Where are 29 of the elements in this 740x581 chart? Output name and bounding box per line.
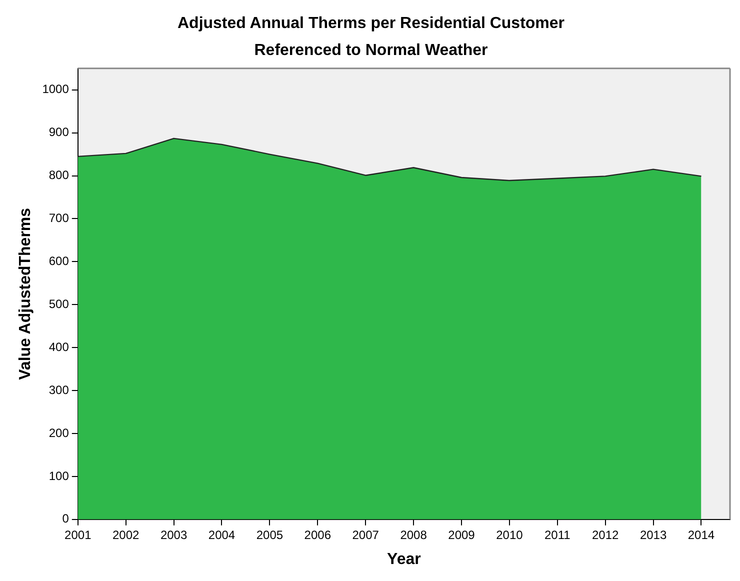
x-tick-label: 2001 xyxy=(64,528,92,542)
x-tick-label: 2003 xyxy=(160,528,188,542)
x-tick-label: 2006 xyxy=(304,528,332,542)
x-tick-label: 2012 xyxy=(592,528,620,542)
x-tick-label: 2008 xyxy=(400,528,428,542)
y-tick-label: 1000 xyxy=(42,82,70,96)
x-tick-label: 2004 xyxy=(208,528,236,542)
chart-subtitle: Referenced to Normal Weather xyxy=(254,42,488,60)
y-tick-label: 300 xyxy=(48,382,70,397)
y-tick-label: 900 xyxy=(48,125,70,140)
y-tick-label: 600 xyxy=(48,254,70,268)
x-tick-label: 2005 xyxy=(256,528,284,542)
y-tick-label: 400 xyxy=(48,340,70,354)
x-tick-label: 2002 xyxy=(112,528,140,542)
x-tick-label: 2007 xyxy=(352,528,380,542)
y-tick-label: 800 xyxy=(48,168,70,182)
chart-title: Adjusted Annual Therms per Residential Customer xyxy=(177,15,565,32)
x-tick-label: 2010 xyxy=(496,528,524,542)
x-axis-title: Year xyxy=(387,550,421,568)
y-axis-title: Value AdjustedTherms xyxy=(17,208,34,380)
x-tick-label: 2009 xyxy=(448,528,476,542)
x-tick-label: 2013 xyxy=(640,528,667,542)
x-tick-label: 2011 xyxy=(544,528,571,542)
y-tick-label: 100 xyxy=(48,468,70,483)
y-tick-label: 200 xyxy=(48,426,70,440)
y-tick-label: 500 xyxy=(48,296,70,311)
y-tick-label: 0 xyxy=(62,512,70,526)
y-tick-label: 700 xyxy=(48,211,70,226)
x-tick-label: 2014 xyxy=(688,528,715,542)
